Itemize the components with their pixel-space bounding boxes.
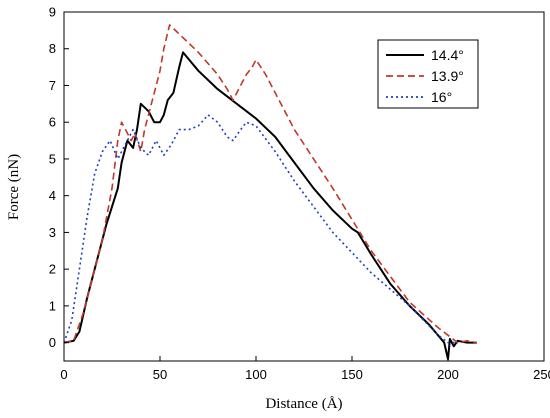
- legend: 14.4° 13.9° 16°: [377, 39, 479, 109]
- x-tick-label: 100: [245, 367, 267, 382]
- x-tick-label: 200: [437, 367, 459, 382]
- y-tick-label: 2: [49, 262, 56, 277]
- y-tick-label: 6: [49, 115, 56, 130]
- y-tick-label: 9: [49, 5, 56, 20]
- legend-box: [377, 39, 479, 109]
- series-line-1: [63, 51, 477, 361]
- y-axis-ticks: 0 1 2 3 4 5 6 7 8 9: [49, 5, 69, 350]
- legend-label-3: 16°: [431, 89, 452, 105]
- x-axis-ticks: 0 50 100 150 200 250: [60, 356, 550, 382]
- legend-label-2: 13.9°: [431, 68, 464, 84]
- series-line-2: [63, 24, 477, 344]
- series-line-3: [63, 114, 458, 344]
- plot-area-frame: [63, 11, 545, 362]
- x-axis-title: Distance (Å): [265, 396, 342, 412]
- plot-lines: [63, 24, 477, 361]
- legend-label-1: 14.4°: [431, 47, 464, 63]
- x-tick-label: 0: [60, 367, 67, 382]
- x-tick-label: 150: [341, 367, 363, 382]
- y-tick-label: 5: [49, 151, 56, 166]
- y-tick-label: 7: [49, 78, 56, 93]
- y-tick-label: 4: [49, 188, 56, 203]
- y-tick-label: 3: [49, 225, 56, 240]
- y-tick-label: 0: [49, 335, 56, 350]
- y-tick-label: 1: [49, 298, 56, 313]
- y-axis-title: Force (nN): [6, 154, 22, 220]
- x-tick-label: 50: [153, 367, 167, 382]
- y-tick-label: 8: [49, 41, 56, 56]
- x-tick-label: 250: [533, 367, 550, 382]
